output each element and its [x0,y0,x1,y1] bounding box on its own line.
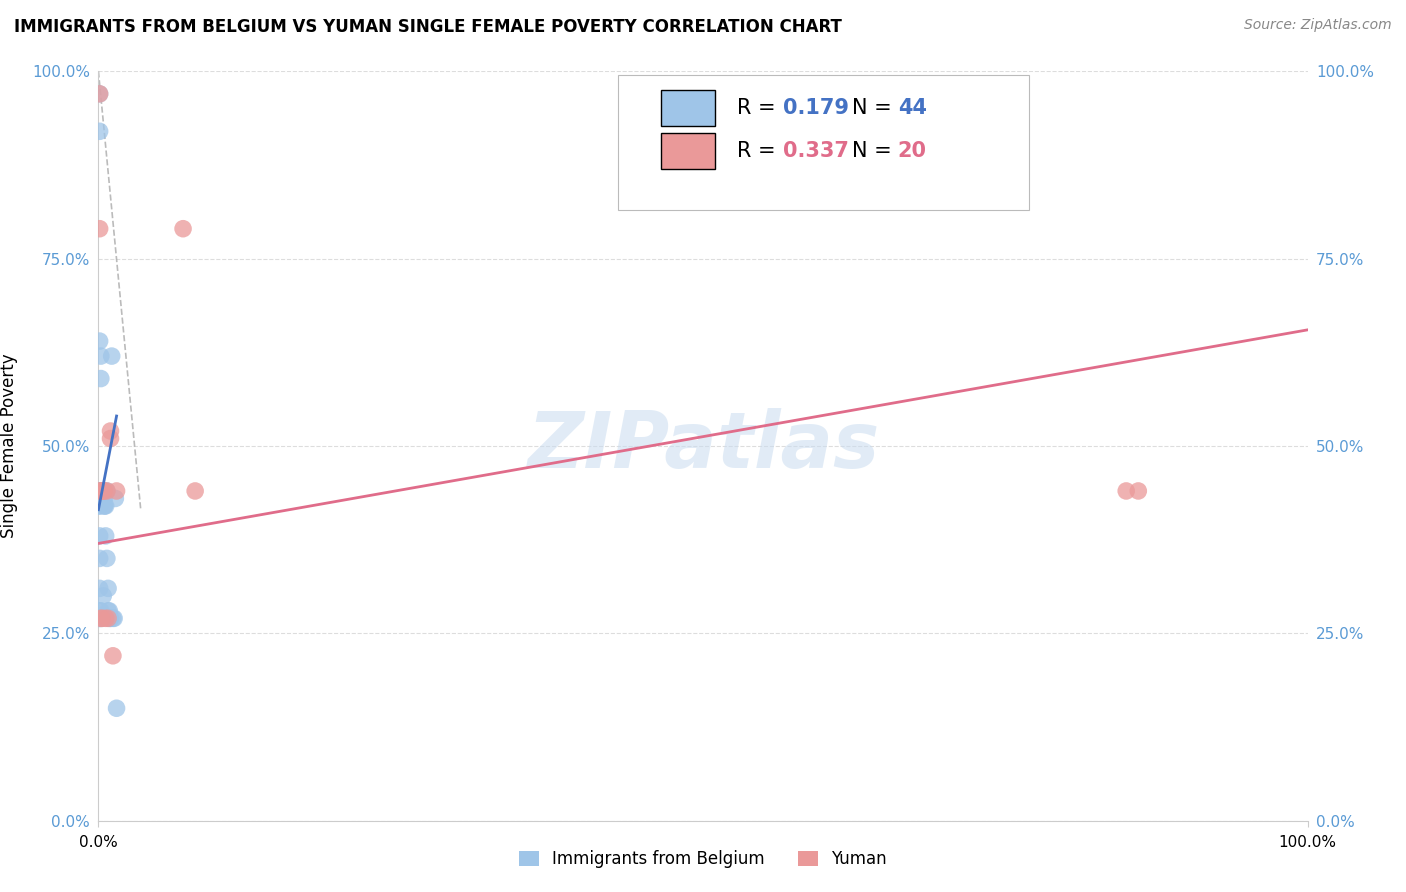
Point [103,611,125,625]
Point [101,648,124,663]
Point [97,604,120,618]
Point [105,701,128,715]
Text: ZIPatlas: ZIPatlas [527,408,879,484]
Point [96,551,118,566]
Point [91,491,114,506]
Point [98,611,121,625]
Point [89,334,111,348]
Point [89,87,111,101]
Point [89,611,111,625]
Text: 20: 20 [897,141,927,161]
Point [91,611,114,625]
Point [91,589,114,603]
Point [96,483,118,498]
Point [89,491,111,506]
Text: Source: ZipAtlas.com: Source: ZipAtlas.com [1244,18,1392,32]
Point [94,529,117,543]
Point [90,349,112,363]
Point [90,483,112,498]
Point [90,371,112,385]
Point [91,483,114,498]
Y-axis label: Single Female Poverty: Single Female Poverty [0,354,18,538]
Point [184,483,207,498]
Text: R =: R = [737,98,782,118]
Point [1115,483,1137,498]
Point [91,483,114,498]
Legend: Immigrants from Belgium, Yuman: Immigrants from Belgium, Yuman [512,844,894,875]
Point [100,349,122,363]
Point [89,87,111,101]
Point [89,604,111,618]
Point [104,491,127,506]
Point [89,551,111,566]
Point [93,499,115,513]
Point [89,491,111,506]
Point [89,611,111,625]
Text: IMMIGRANTS FROM BELGIUM VS YUMAN SINGLE FEMALE POVERTY CORRELATION CHART: IMMIGRANTS FROM BELGIUM VS YUMAN SINGLE … [14,18,842,36]
Point [97,582,120,596]
Point [105,483,128,498]
Point [91,483,114,498]
Point [89,499,111,513]
FancyBboxPatch shape [619,75,1029,210]
Text: N =: N = [852,98,898,118]
FancyBboxPatch shape [661,90,716,126]
Point [89,582,111,596]
Point [91,483,114,498]
Point [1128,483,1150,498]
Point [98,604,121,618]
Point [94,499,117,513]
Point [90,491,112,506]
Point [90,483,112,498]
Point [94,611,117,625]
Point [93,491,115,506]
Point [91,491,114,506]
Point [93,483,115,498]
Text: 0.337: 0.337 [783,141,849,161]
Point [96,483,118,498]
Point [100,432,122,446]
Point [89,483,111,498]
Text: 0.179: 0.179 [783,98,849,118]
Point [89,499,111,513]
Text: N =: N = [852,141,898,161]
Point [100,611,122,625]
Point [100,611,122,625]
Text: 44: 44 [897,98,927,118]
Point [89,483,111,498]
Point [89,529,111,543]
FancyBboxPatch shape [661,133,716,169]
Text: R =: R = [737,141,782,161]
Point [101,611,124,625]
Point [89,221,111,235]
Point [172,221,194,235]
Point [91,611,114,625]
Point [90,604,112,618]
Point [93,499,115,513]
Point [100,424,122,438]
Point [97,611,120,625]
Point [90,611,112,625]
Point [89,611,111,625]
Point [89,124,111,138]
